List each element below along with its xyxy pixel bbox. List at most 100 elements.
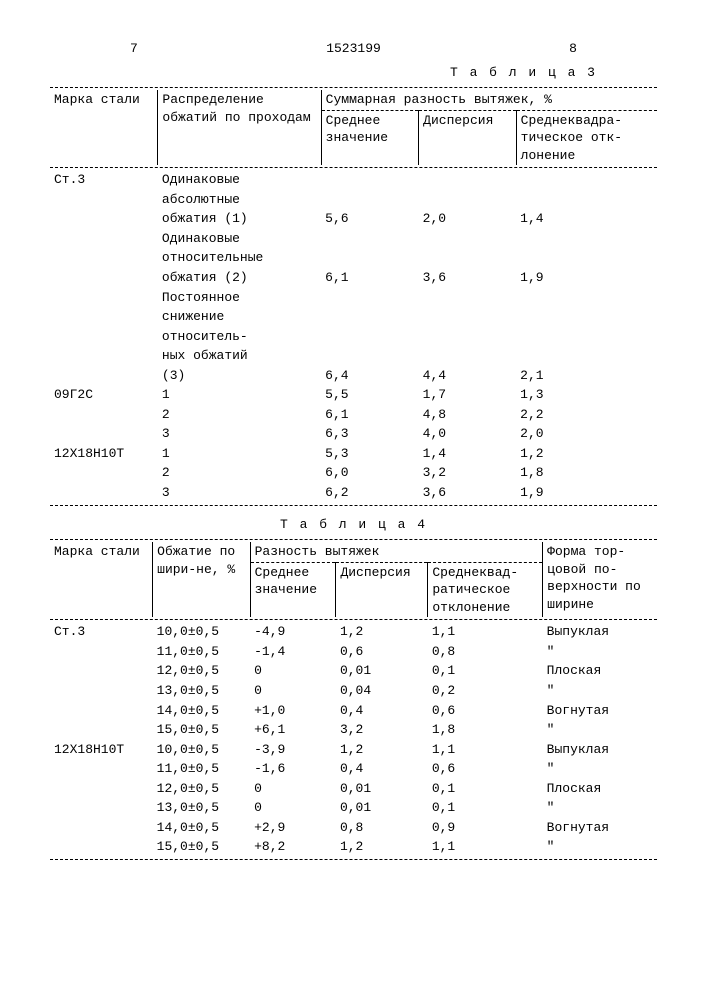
t4-cell-shape: " xyxy=(543,642,657,662)
table-row: 15,0±0,5+6,13,21,8" xyxy=(50,720,657,740)
t4-cell-mark xyxy=(50,818,153,838)
t4-h-sub3: Среднеквад-ратическое отклонение xyxy=(428,562,543,617)
table3-head-row1: Марка стали Распределение обжатий по про… xyxy=(50,90,657,110)
table3: Марка стали Распределение обжатий по про… xyxy=(50,90,657,502)
t4-cell-disp: 0,6 xyxy=(336,642,428,662)
t3-cell-disp: 1,4 xyxy=(419,444,517,464)
t4-cell-disp: 0,01 xyxy=(336,661,428,681)
t3-cell-mark xyxy=(50,288,158,308)
t3-cell-std xyxy=(516,346,657,366)
t3-cell-std xyxy=(516,170,657,190)
table-row: 14,0±0,5+2,90,80,9Вогнутая xyxy=(50,818,657,838)
t4-cell-std: 0,8 xyxy=(428,642,543,662)
t3-cell-mark xyxy=(50,346,158,366)
t3-cell-std xyxy=(516,190,657,210)
t4-cell-std: 0,1 xyxy=(428,661,543,681)
doc-number: 1523199 xyxy=(326,40,381,58)
t3-cell-std: 1,9 xyxy=(516,483,657,503)
t3-cell-desc: относитель- xyxy=(158,327,321,347)
t3-cell-mark xyxy=(50,190,158,210)
table-row: Постоянное xyxy=(50,288,657,308)
t3-cell-disp: 3,6 xyxy=(419,483,517,503)
t3-h-col2: Распределение обжатий по проходам xyxy=(158,90,321,165)
table-row: 12,0±0,500,010,1Плоская xyxy=(50,661,657,681)
t4-cell-std: 0,1 xyxy=(428,779,543,799)
t4-cell-mark xyxy=(50,759,153,779)
t4-cell-mark: 12Х18Н10Т xyxy=(50,740,153,760)
t4-cell-shape: Выпуклая xyxy=(543,622,657,642)
t3-cell-mean: 6,3 xyxy=(321,424,419,444)
t3-cell-disp: 4,4 xyxy=(419,366,517,386)
table-row: 36,23,61,9 xyxy=(50,483,657,503)
table-row: Одинаковые xyxy=(50,229,657,249)
t4-h-sub2: Дисперсия xyxy=(336,562,428,617)
t3-cell-disp xyxy=(419,307,517,327)
table-row: 36,34,02,0 xyxy=(50,424,657,444)
t4-cell-std: 1,1 xyxy=(428,740,543,760)
t4-cell-std: 0,2 xyxy=(428,681,543,701)
table-row: 12Х18Н10Т10,0±0,5-3,91,21,1Выпуклая xyxy=(50,740,657,760)
t4-cell-shape: Выпуклая xyxy=(543,740,657,760)
t3-cell-desc: 3 xyxy=(158,483,321,503)
t3-cell-mean xyxy=(321,170,419,190)
table-row: абсолютные xyxy=(50,190,657,210)
t4-cell-disp: 1,2 xyxy=(336,837,428,857)
table-row: 11,0±0,5-1,60,40,6" xyxy=(50,759,657,779)
t3-cell-mean: 5,6 xyxy=(321,209,419,229)
t3-cell-mark xyxy=(50,248,158,268)
t4-cell-disp: 0,04 xyxy=(336,681,428,701)
t3-cell-mean xyxy=(321,288,419,308)
t3-cell-std xyxy=(516,229,657,249)
table-row: Ст.310,0±0,5-4,91,21,1Выпуклая xyxy=(50,622,657,642)
t3-cell-disp xyxy=(419,346,517,366)
t4-cell-mark xyxy=(50,779,153,799)
t4-h-group: Разность вытяжек xyxy=(250,542,543,562)
t3-cell-mean xyxy=(321,327,419,347)
t3-h-group: Суммарная разность вытяжек, % xyxy=(321,90,657,110)
t3-cell-desc: 3 xyxy=(158,424,321,444)
t3-cell-disp xyxy=(419,288,517,308)
t4-cell-std: 0,6 xyxy=(428,701,543,721)
t4-cell-mean: -1,4 xyxy=(250,642,336,662)
t3-h-sub2: Дисперсия xyxy=(419,110,517,165)
table-row: обжатия (1)5,62,01,4 xyxy=(50,209,657,229)
t3-cell-desc: Одинаковые xyxy=(158,229,321,249)
t4-cell-shape: Вогнутая xyxy=(543,701,657,721)
t3-cell-mean: 6,2 xyxy=(321,483,419,503)
t4-cell-mean: -3,9 xyxy=(250,740,336,760)
table-row: 11,0±0,5-1,40,60,8" xyxy=(50,642,657,662)
t3-cell-desc: обжатия (1) xyxy=(158,209,321,229)
t4-h-col1: Марка стали xyxy=(50,542,153,617)
t4-cell-std: 1,8 xyxy=(428,720,543,740)
t4-cell-std: 0,6 xyxy=(428,759,543,779)
t3-cell-mean xyxy=(321,229,419,249)
t4-cell-mean: 0 xyxy=(250,681,336,701)
t3-cell-mean: 6,4 xyxy=(321,366,419,386)
t4-cell-mean: 0 xyxy=(250,661,336,681)
t3-cell-desc: 2 xyxy=(158,463,321,483)
t4-cell-mark xyxy=(50,837,153,857)
t4-cell-width: 10,0±0,5 xyxy=(153,740,250,760)
t4-cell-mean: +8,2 xyxy=(250,837,336,857)
t3-cell-std: 1,3 xyxy=(516,385,657,405)
t3-cell-desc: (3) xyxy=(158,366,321,386)
t3-cell-std: 1,9 xyxy=(516,268,657,288)
t3-cell-mean xyxy=(321,190,419,210)
t3-cell-mark xyxy=(50,366,158,386)
t3-cell-disp: 1,7 xyxy=(419,385,517,405)
table-row: Ст.3Одинаковые xyxy=(50,170,657,190)
t4-cell-mean: +6,1 xyxy=(250,720,336,740)
t4-cell-disp: 1,2 xyxy=(336,740,428,760)
table4-title: Т а б л и ц а 4 xyxy=(50,516,657,534)
t4-h-col6: Форма тор-цовой по-верхности по ширине xyxy=(543,542,657,617)
t4-cell-disp: 0,01 xyxy=(336,779,428,799)
t4-cell-width: 15,0±0,5 xyxy=(153,720,250,740)
t4-cell-shape: " xyxy=(543,681,657,701)
t3-cell-desc: обжатия (2) xyxy=(158,268,321,288)
table-row: 14,0±0,5+1,00,40,6Вогнутая xyxy=(50,701,657,721)
t4-cell-shape: " xyxy=(543,720,657,740)
t3-cell-desc: снижение xyxy=(158,307,321,327)
t3-cell-std: 2,0 xyxy=(516,424,657,444)
t4-cell-disp: 0,4 xyxy=(336,701,428,721)
t3-cell-disp xyxy=(419,327,517,347)
